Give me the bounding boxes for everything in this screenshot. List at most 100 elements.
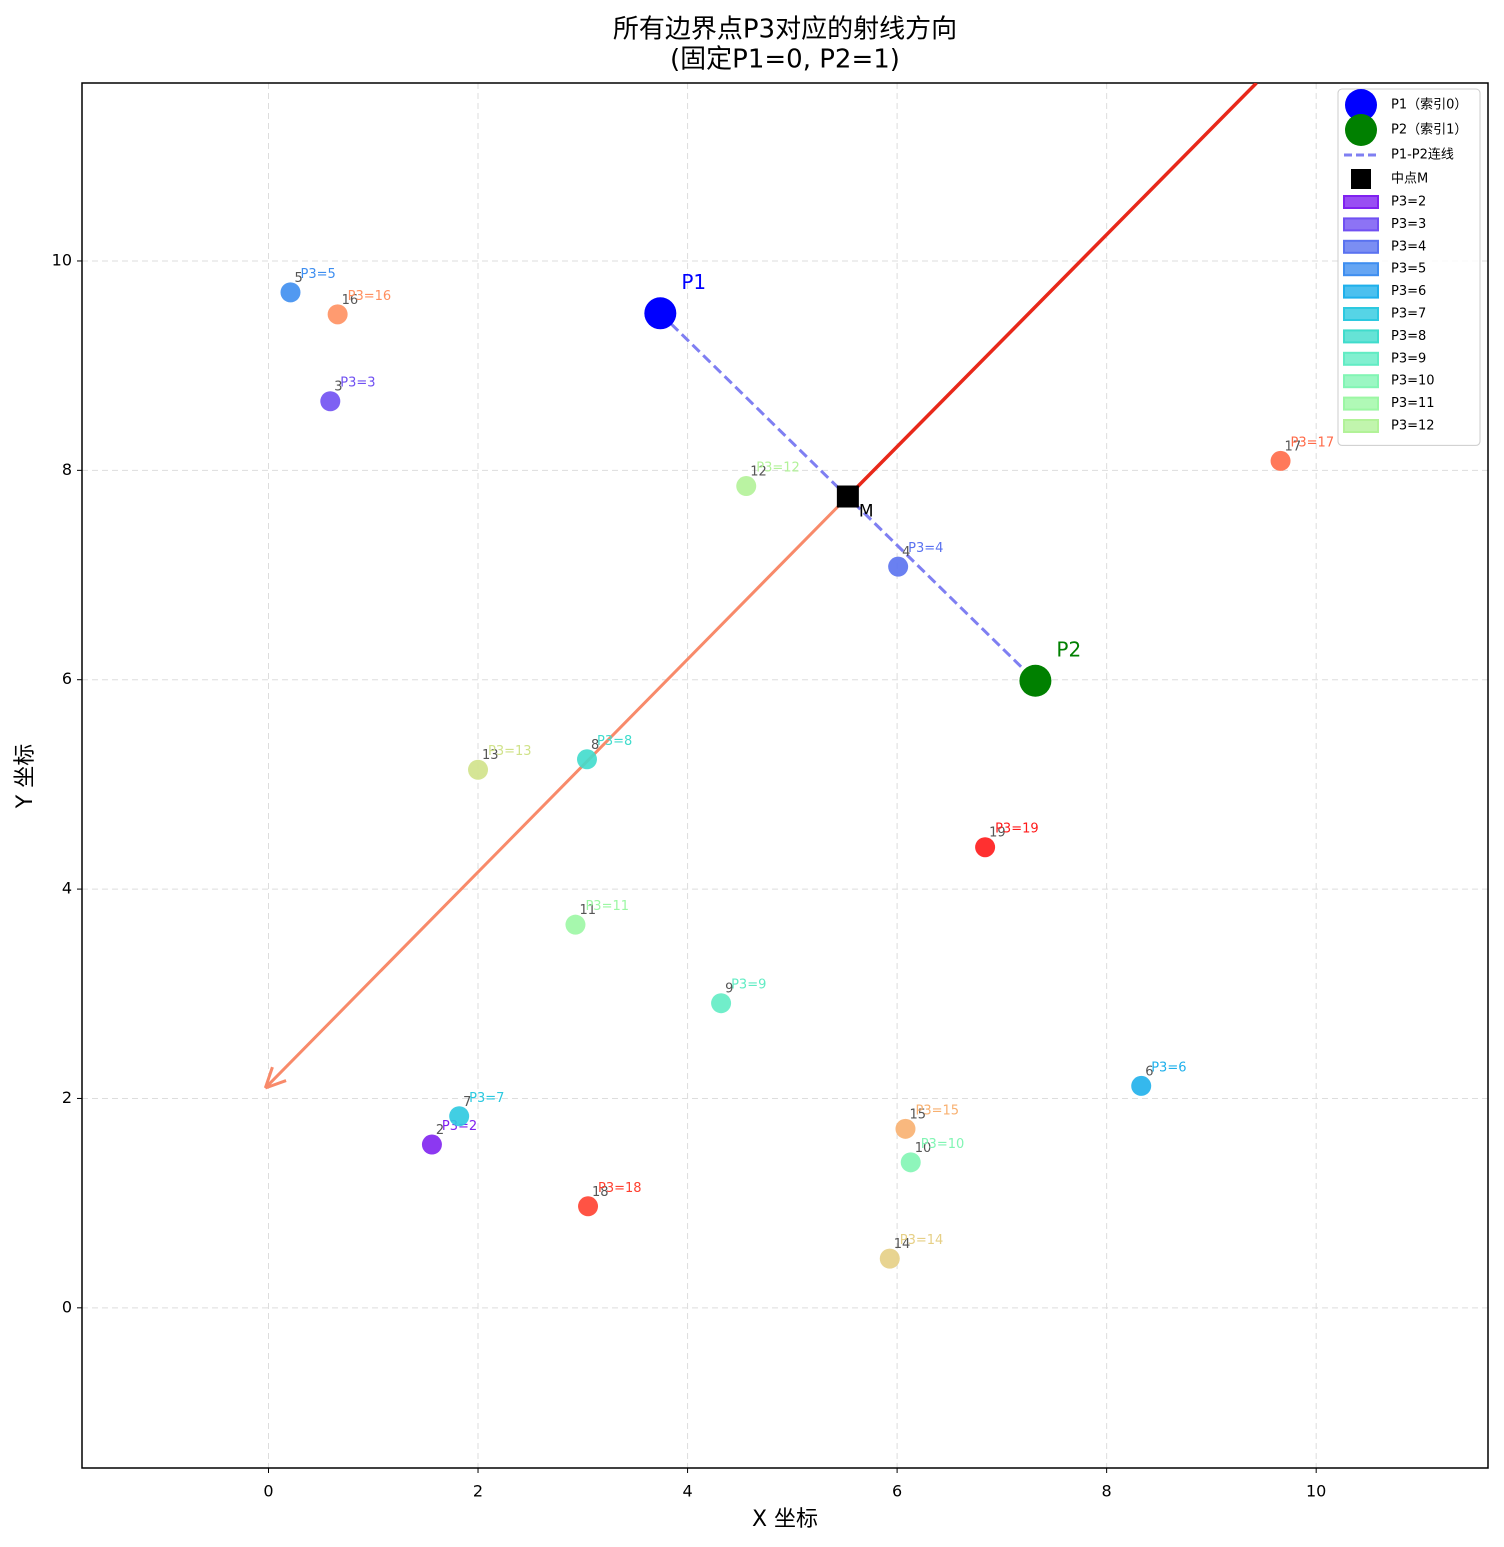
- point-tag-label: P3=2: [442, 1119, 477, 1134]
- point-tag-label: P3=9: [731, 978, 766, 993]
- point-tag-label: P3=8: [597, 734, 632, 749]
- legend-label: P3=8: [1391, 329, 1426, 344]
- x-axis-label: X 坐标: [752, 1507, 818, 1532]
- point-index-label: 10: [915, 1141, 932, 1156]
- boundary-point: [468, 759, 489, 780]
- y-tick-label: 10: [52, 250, 72, 269]
- boundary-point: [879, 1248, 900, 1269]
- point-tag-label: P3=19: [995, 822, 1039, 837]
- legend-patch: [1343, 217, 1379, 232]
- boundary-point: [449, 1106, 470, 1127]
- boundary-point: [280, 282, 301, 303]
- boundary-point: [900, 1152, 921, 1173]
- point-index-label: 11: [579, 903, 596, 918]
- ray: [846, 83, 1258, 498]
- legend-label: P3=2: [1391, 195, 1426, 210]
- point-tag-label: P3=14: [900, 1233, 944, 1248]
- point-label: P2: [1056, 637, 1081, 661]
- point-index-label: 2: [436, 1123, 444, 1138]
- point-tag-label: P3=13: [488, 744, 532, 759]
- legend-marker: [1345, 114, 1377, 146]
- y-tick-label: 8: [62, 460, 72, 479]
- plot-area: 2P3=2 3P3=3 4P3=4 5P3=5 6P3=6 7P3=7 8P3=8 9P3=9…: [263, 83, 1335, 1269]
- legend-label: P3=9: [1391, 351, 1426, 366]
- point-index-label: 15: [909, 1107, 926, 1122]
- legend-patch: [1343, 374, 1379, 389]
- point-index-label: 7: [463, 1095, 471, 1110]
- point-index-label: 4: [902, 545, 910, 560]
- y-tick-label: 6: [62, 669, 72, 688]
- point-index-label: 18: [592, 1185, 609, 1200]
- point-index-label: 17: [1285, 439, 1302, 454]
- point-index-label: 6: [1145, 1064, 1153, 1079]
- legend-patch: [1343, 284, 1379, 299]
- point-index-label: 9: [725, 982, 733, 997]
- y-tick-label: 4: [62, 879, 72, 898]
- point-tag-label: P3=5: [300, 267, 335, 282]
- boundary-point: [576, 749, 597, 770]
- point-tag-label: P3=10: [921, 1137, 965, 1152]
- point-tag-label: P3=7: [469, 1091, 504, 1106]
- y-axis-label: Y 坐标: [13, 744, 38, 809]
- point-tag-label: P3=11: [585, 899, 629, 914]
- legend-label: P3=4: [1391, 239, 1426, 254]
- legend-label: P3=11: [1391, 396, 1435, 411]
- boundary-point: [421, 1134, 442, 1155]
- legend-patch: [1343, 396, 1379, 411]
- point-tag-label: P3=18: [598, 1181, 642, 1196]
- legend-label: P3=3: [1391, 217, 1426, 232]
- point-label: M: [859, 502, 874, 522]
- arrow-head: [264, 1079, 287, 1090]
- x-tick-label: 8: [1102, 1482, 1112, 1501]
- point-index-label: 12: [750, 465, 767, 480]
- legend-marker: [1345, 89, 1377, 121]
- legend-label: 中点M: [1391, 172, 1428, 187]
- boundary-point: [565, 914, 586, 935]
- arrow-head: [263, 1066, 274, 1089]
- point-index-label: 13: [482, 748, 499, 763]
- legend-label: P1-P2连线: [1391, 147, 1454, 163]
- point-tag-label: P3=17: [1291, 435, 1335, 450]
- x-tick-label: 0: [263, 1482, 273, 1501]
- boundary-point: [888, 556, 909, 577]
- x-tick-label: 10: [1306, 1482, 1326, 1501]
- y-tick-label: 0: [62, 1297, 72, 1316]
- boundary-point: [975, 837, 996, 858]
- key-point: [1019, 664, 1052, 697]
- point-label: P1: [681, 270, 706, 294]
- legend-label: P1（索引0）: [1391, 98, 1467, 113]
- chart-title: 所有边界点P3对应的射线方向: [613, 15, 957, 45]
- boundary-point: [578, 1196, 599, 1217]
- plot-frame: [81, 82, 1489, 1469]
- boundary-point: [736, 476, 757, 497]
- legend-patch: [1343, 239, 1379, 254]
- y-tick-label: 2: [62, 1088, 72, 1107]
- legend-marker: [1351, 169, 1371, 189]
- chart-subtitle: (固定P1=0, P2=1): [670, 45, 900, 75]
- legend-label: P2（索引1）: [1391, 123, 1467, 138]
- boundary-point: [1270, 450, 1291, 471]
- legend-patch: [1343, 195, 1379, 209]
- boundary-point: [711, 993, 732, 1014]
- legend-label: P3=6: [1391, 284, 1426, 299]
- legend-patch: [1343, 329, 1379, 344]
- boundary-point: [895, 1118, 916, 1139]
- point-index-label: 3: [334, 380, 342, 395]
- point-tag-label: P3=15: [915, 1103, 959, 1118]
- point-tag-label: P3=4: [908, 541, 943, 556]
- legend-label: P3=10: [1391, 374, 1435, 389]
- x-tick-label: 4: [682, 1482, 692, 1501]
- point-tag-label: P3=3: [340, 376, 375, 391]
- point-index-label: 8: [591, 738, 599, 753]
- point-tag-label: P3=16: [348, 289, 392, 304]
- point-index-label: 16: [342, 293, 359, 308]
- boundary-point: [1131, 1075, 1152, 1096]
- legend-patch: [1343, 351, 1379, 366]
- x-tick-label: 6: [892, 1482, 902, 1501]
- legend-patch: [1343, 419, 1379, 433]
- legend-label: P3=5: [1391, 262, 1426, 277]
- ray: [264, 495, 849, 1090]
- point-index-label: 5: [294, 271, 302, 286]
- point-tag-label: P3=6: [1151, 1060, 1186, 1075]
